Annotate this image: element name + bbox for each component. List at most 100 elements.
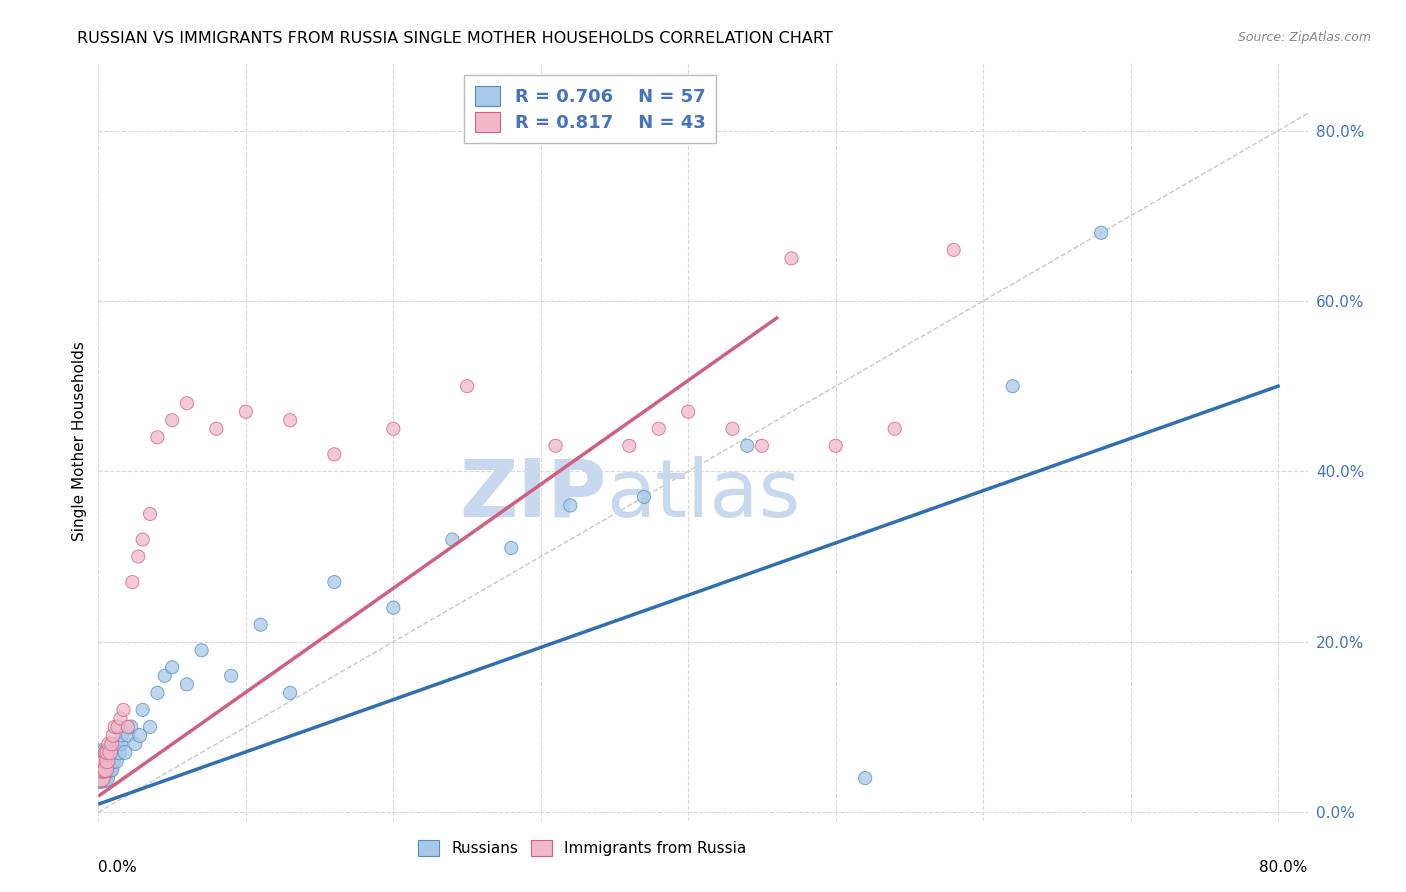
Point — [219, 669, 242, 683]
Point — [94, 754, 117, 768]
Point — [96, 754, 118, 768]
Point — [89, 754, 111, 768]
Point — [96, 763, 118, 777]
Point — [98, 754, 121, 768]
Point — [101, 728, 124, 742]
Point — [619, 439, 641, 453]
Point — [735, 439, 758, 453]
Point — [160, 660, 183, 674]
Point — [235, 405, 257, 419]
Point — [111, 728, 134, 742]
Text: RUSSIAN VS IMMIGRANTS FROM RUSSIA SINGLE MOTHER HOUSEHOLDS CORRELATION CHART: RUSSIAN VS IMMIGRANTS FROM RUSSIA SINGLE… — [77, 31, 834, 46]
Point — [128, 728, 150, 742]
Point — [91, 754, 114, 768]
Point — [98, 763, 121, 777]
Text: Source: ZipAtlas.com: Source: ZipAtlas.com — [1237, 31, 1371, 45]
Point — [648, 422, 671, 436]
Point — [96, 754, 118, 768]
Point — [96, 746, 118, 760]
Point — [89, 771, 111, 785]
Point — [107, 737, 129, 751]
Point — [91, 763, 114, 777]
Point — [94, 771, 117, 785]
Point — [176, 396, 198, 410]
Point — [94, 763, 117, 777]
Point — [323, 447, 346, 461]
Point — [146, 686, 169, 700]
Point — [112, 703, 135, 717]
Point — [98, 746, 121, 760]
Point — [382, 600, 405, 615]
Point — [127, 549, 149, 564]
Point — [114, 746, 136, 760]
Point — [131, 703, 153, 717]
Point — [89, 771, 111, 785]
Point — [90, 746, 112, 760]
Point — [94, 746, 117, 760]
Point — [146, 430, 169, 444]
Point — [104, 720, 127, 734]
Point — [853, 771, 876, 785]
Point — [90, 763, 112, 777]
Point — [120, 720, 142, 734]
Text: atlas: atlas — [606, 456, 800, 533]
Point — [1090, 226, 1112, 240]
Legend: Russians, Immigrants from Russia: Russians, Immigrants from Russia — [412, 834, 752, 863]
Point — [278, 413, 301, 427]
Point — [91, 771, 114, 785]
Point — [678, 405, 700, 419]
Point — [90, 763, 112, 777]
Point — [117, 728, 139, 742]
Point — [176, 677, 198, 691]
Point — [94, 763, 117, 777]
Point — [278, 686, 301, 700]
Y-axis label: Single Mother Households: Single Mother Households — [72, 342, 87, 541]
Point — [100, 737, 122, 751]
Text: 0.0%: 0.0% — [98, 860, 138, 874]
Point — [883, 422, 905, 436]
Point — [93, 763, 115, 777]
Point — [91, 754, 114, 768]
Point — [121, 575, 143, 590]
Point — [153, 669, 176, 683]
Point — [139, 720, 162, 734]
Point — [824, 439, 846, 453]
Point — [124, 737, 146, 751]
Point — [501, 541, 523, 555]
Point — [456, 379, 478, 393]
Point — [139, 507, 162, 521]
Text: ZIP: ZIP — [458, 456, 606, 533]
Point — [190, 643, 212, 657]
Point — [90, 771, 112, 785]
Point — [93, 763, 115, 777]
Point — [560, 499, 582, 513]
Point — [131, 533, 153, 547]
Point — [97, 763, 120, 777]
Point — [97, 754, 120, 768]
Point — [93, 746, 115, 760]
Point — [90, 771, 112, 785]
Point — [249, 617, 271, 632]
Point — [780, 252, 803, 266]
Point — [108, 746, 131, 760]
Point — [89, 763, 111, 777]
Point — [721, 422, 744, 436]
Point — [100, 763, 122, 777]
Point — [104, 746, 127, 760]
Point — [544, 439, 567, 453]
Point — [382, 422, 405, 436]
Point — [160, 413, 183, 427]
Point — [205, 422, 228, 436]
Text: 80.0%: 80.0% — [1260, 860, 1308, 874]
Point — [323, 575, 346, 590]
Point — [1001, 379, 1024, 393]
Point — [110, 711, 132, 725]
Point — [101, 754, 124, 768]
Point — [751, 439, 773, 453]
Point — [93, 754, 115, 768]
Point — [100, 746, 122, 760]
Point — [91, 754, 114, 768]
Point — [117, 720, 139, 734]
Point — [93, 754, 115, 768]
Point — [110, 737, 132, 751]
